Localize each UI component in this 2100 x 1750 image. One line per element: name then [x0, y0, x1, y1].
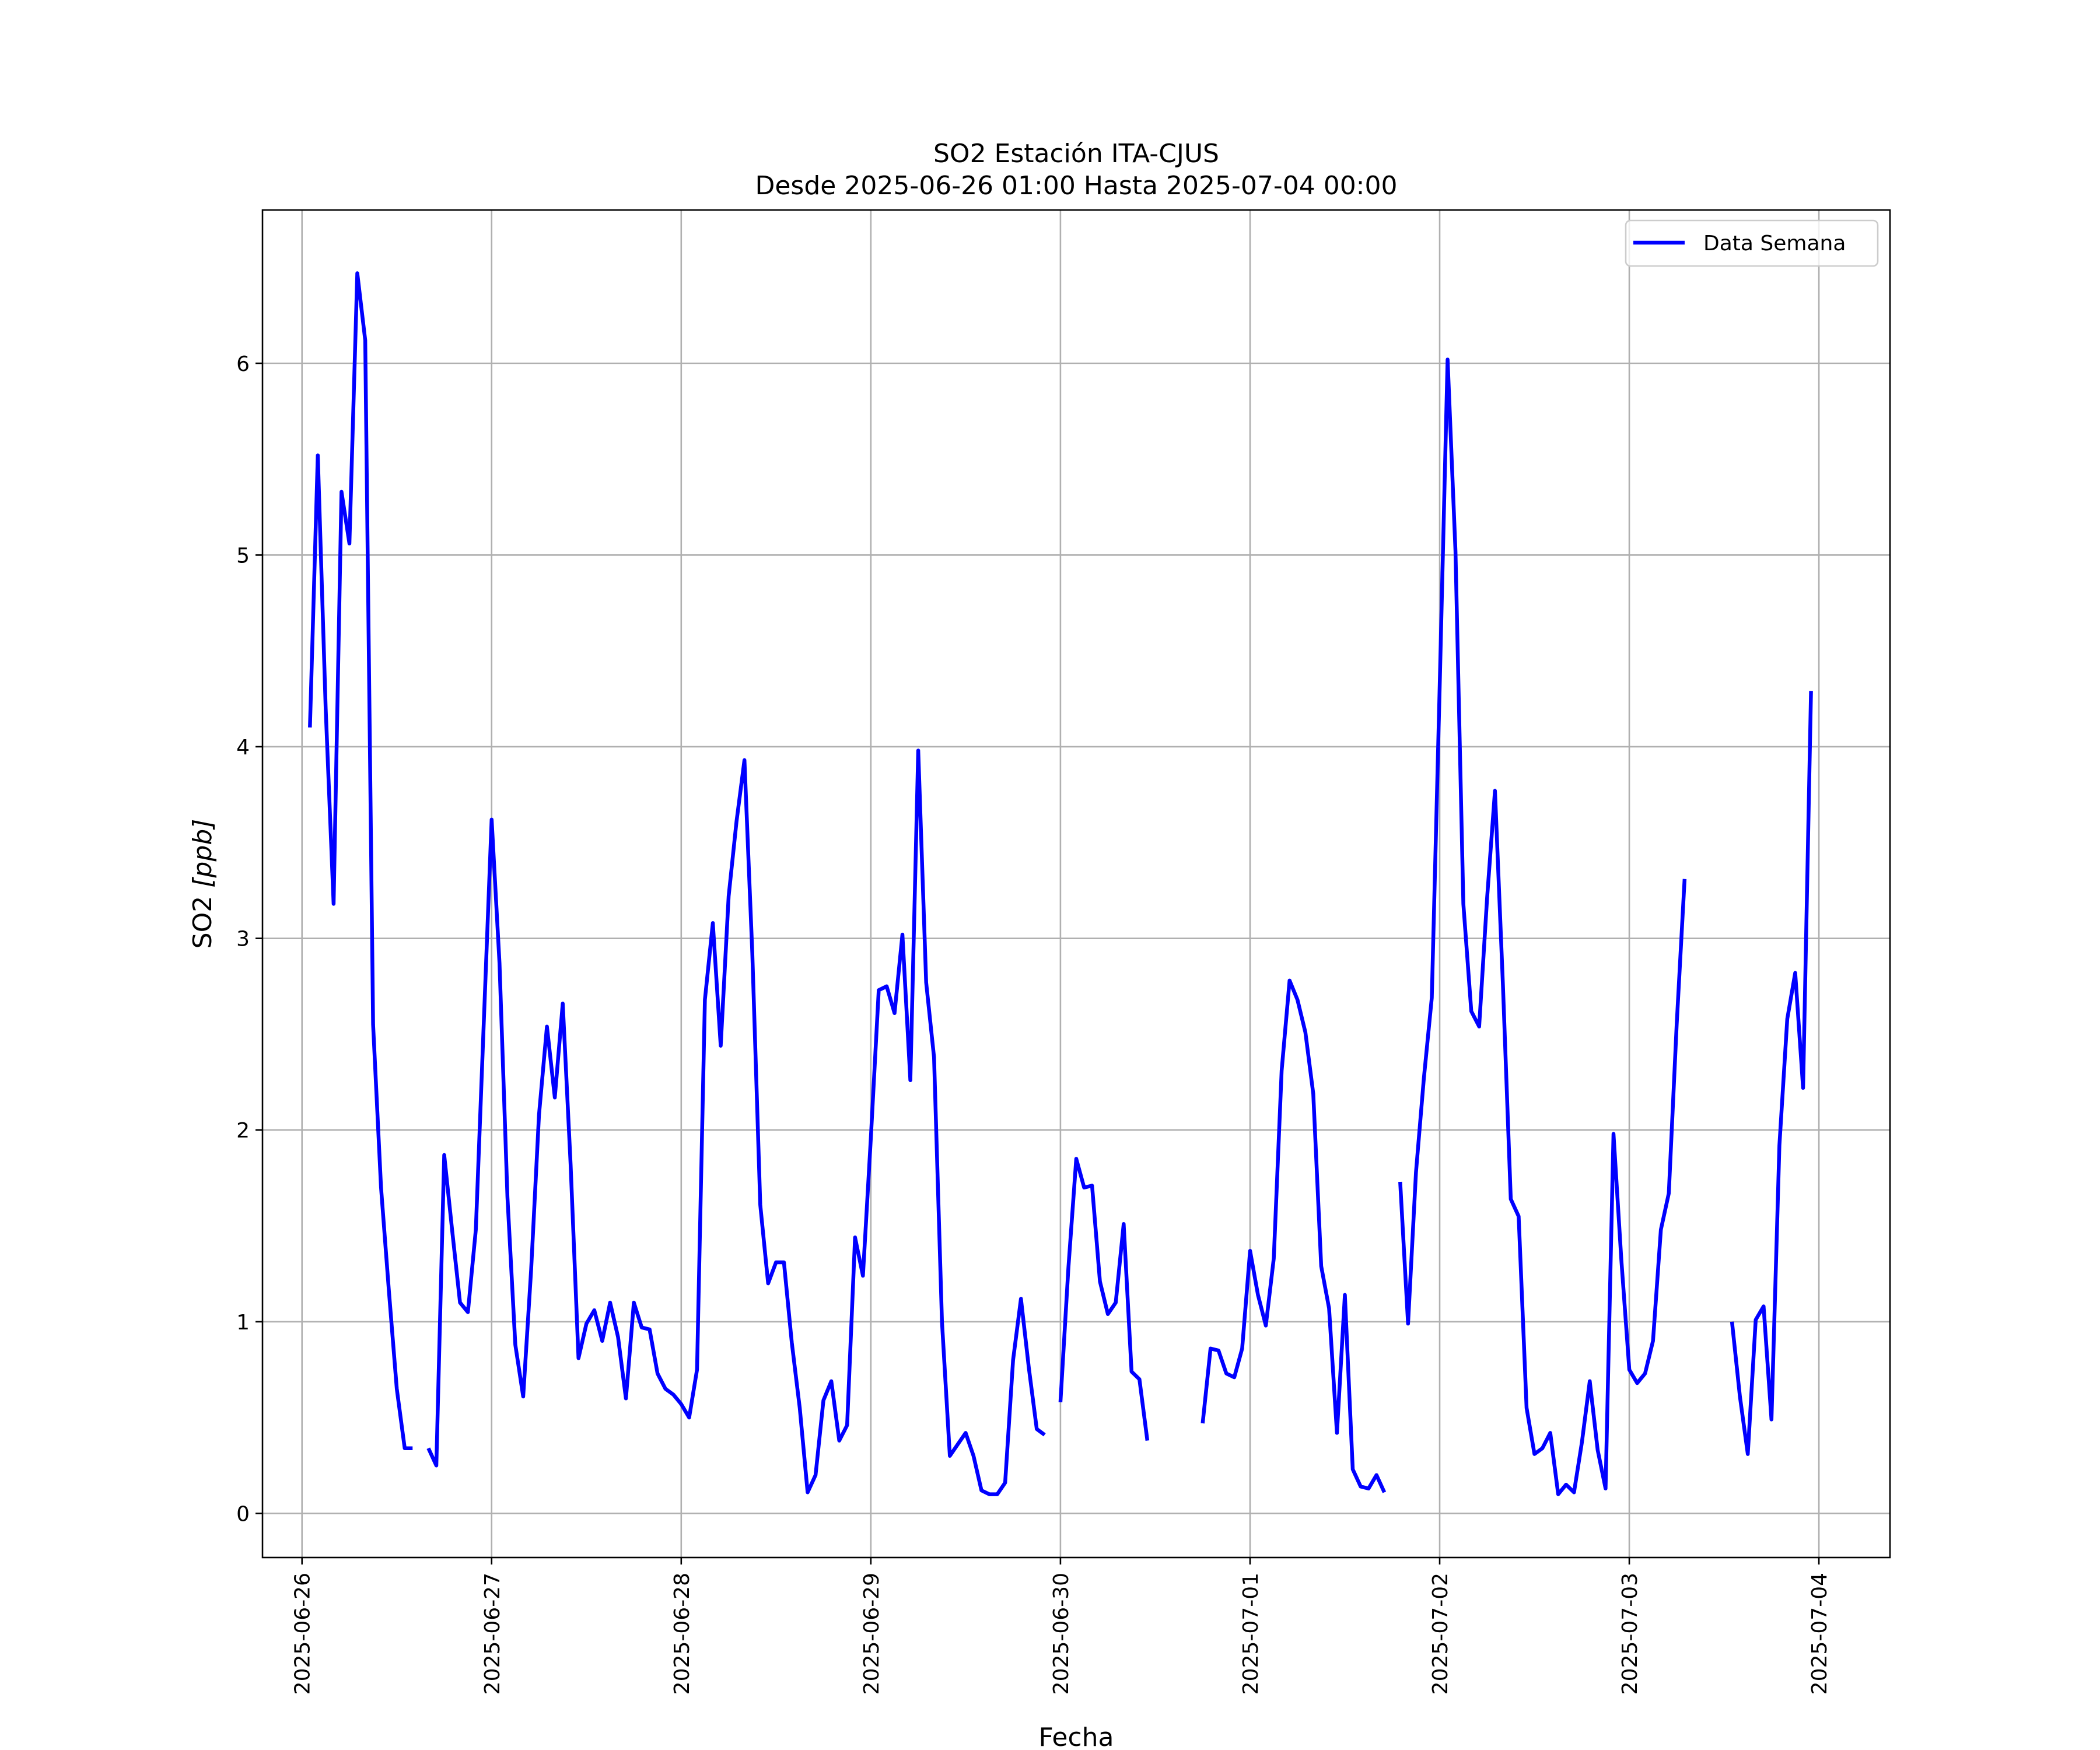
y-axis-label-main: SO2 — [188, 888, 218, 949]
series-line-data-semana — [308, 271, 1813, 1496]
x-tick-label: 2025-07-01 — [1239, 1573, 1263, 1695]
x-tick-label: 2025-06-28 — [670, 1573, 694, 1695]
grid — [262, 210, 1890, 1558]
plot-area — [262, 210, 1890, 1558]
legend: Data Semana — [1625, 219, 1879, 267]
x-tick-label: 2025-06-27 — [481, 1573, 505, 1695]
y-tick-label: 4 — [236, 736, 250, 760]
chart-title: SO2 Estación ITA-CJUS — [933, 139, 1219, 169]
legend-entry: Data Semana — [1703, 232, 1846, 256]
chart-subtitle: Desde 2025-06-26 01:00 Hasta 2025-07-04 … — [755, 171, 1397, 201]
y-tick-label: 3 — [236, 928, 250, 951]
y-tick-label: 1 — [236, 1311, 250, 1335]
x-tick-label: 2025-07-03 — [1618, 1573, 1642, 1695]
series-layer — [308, 271, 1813, 1496]
legend-box — [1625, 219, 1879, 267]
y-tick-label: 5 — [236, 544, 250, 568]
plot-frame — [261, 209, 1891, 1559]
x-tick-label: 2025-07-04 — [1808, 1573, 1832, 1695]
x-axis-label: Fecha — [1038, 1723, 1114, 1750]
axis-ticks: 2025-06-26 2025-06-27 2025-06-28 2025-06-29… — [236, 352, 1832, 1695]
y-axis-label-unit: [ppb] — [188, 819, 218, 888]
x-tick-label: 2025-06-29 — [860, 1573, 884, 1695]
y-tick-label: 2 — [236, 1119, 250, 1143]
y-axis-label: SO2 [ppb] — [188, 819, 218, 949]
x-tick-label: 2025-06-26 — [291, 1573, 315, 1695]
x-tick-label: 2025-07-02 — [1429, 1573, 1452, 1695]
x-tick-label: 2025-06-30 — [1049, 1573, 1073, 1695]
y-tick-label: 0 — [236, 1502, 250, 1526]
y-tick-label: 6 — [236, 352, 250, 376]
